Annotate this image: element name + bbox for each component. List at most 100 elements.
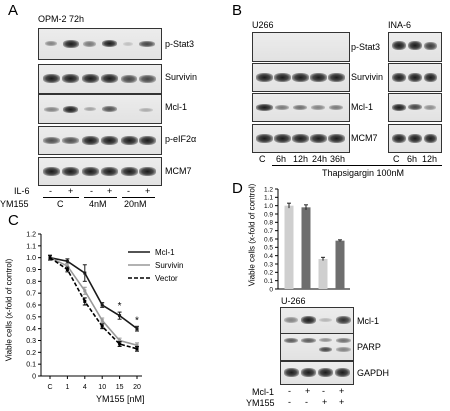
chart-c-point — [83, 299, 87, 303]
panel-b-cell-right: INA-6 — [388, 20, 412, 30]
chart-d-ytick-label: 0.9 — [264, 211, 273, 218]
chart-c-star: * — [135, 315, 139, 326]
label-a-mcl1: Mcl-1 — [165, 102, 187, 112]
group-a-c: C — [57, 199, 64, 209]
label-b-mcm7: MCM7 — [351, 133, 378, 143]
chart-c-ytick-label: 0.7 — [26, 291, 36, 298]
chart-c-point — [135, 343, 139, 347]
chart-c-series-survivin — [49, 256, 138, 347]
sign-d-r2-2: - — [305, 397, 308, 407]
chart-c-ytick-label: 0.9 — [26, 267, 36, 274]
chart-c-point — [48, 256, 52, 260]
label-a-peif2a: p-eIF2α — [165, 134, 197, 144]
chart-c-xtick-label: 4 — [83, 384, 87, 391]
chart-d-ytick-label: 0.8 — [264, 220, 273, 227]
chart-d-bar — [318, 259, 328, 289]
panel-d-cell: U-266 — [281, 296, 306, 306]
lane-b-l4: 24h — [312, 154, 328, 164]
blot-b-pstat3-right — [388, 32, 442, 62]
sign-a-5: - — [127, 186, 130, 196]
chart-d-ytick-label: 0.4 — [264, 253, 273, 260]
chart-d-ytick-label: 0 — [269, 286, 273, 293]
panel-c-letter: C — [8, 212, 19, 229]
chart-c-ytick-label: 0.3 — [26, 338, 36, 345]
chart-c-xtick-label: 20 — [133, 384, 141, 391]
treatment-label: Thapsigargin 100nM — [322, 168, 405, 178]
chart-c-ytick-label: 0.1 — [26, 362, 36, 369]
treatment-line — [272, 165, 442, 166]
sign-a-1: - — [49, 186, 52, 196]
chart-c-point — [135, 327, 139, 331]
label-a-ym155: YM155 — [0, 199, 29, 209]
blot-a-mcl1 — [38, 94, 162, 124]
sign-d-r2-4: + — [339, 397, 345, 407]
panel-b-letter: B — [232, 2, 243, 19]
group-line-4nm — [84, 197, 117, 198]
chart-d-ytick-label: 1.0 — [264, 203, 273, 210]
label-a-mcm7: MCM7 — [165, 166, 192, 176]
panel-a-letter: A — [8, 2, 19, 19]
chart-c-ytick-label: 0.8 — [26, 279, 36, 286]
lane-b-l1: C — [259, 154, 266, 164]
chart-c-series-mcl-1 — [49, 256, 138, 330]
sign-a-3: - — [90, 186, 93, 196]
chart-c-point — [83, 271, 87, 275]
blot-d-parp — [280, 333, 354, 361]
lane-b-l2: 6h — [276, 154, 287, 164]
panel-a-header: OPM-2 72h — [38, 14, 85, 24]
blot-b-mcl1-left — [252, 93, 350, 122]
blot-b-survivin-left — [252, 63, 350, 92]
chart-d-ytick-label: 0.1 — [264, 278, 273, 285]
chart-c-point — [65, 268, 69, 271]
sign-a-4: + — [107, 186, 113, 196]
label-d-parp: PARP — [357, 342, 381, 352]
blot-a-mcm7 — [38, 157, 162, 186]
chart-c-legend-label: Vector — [155, 274, 178, 283]
lane-b-l3: 12h — [293, 154, 309, 164]
chart-c-star: * — [118, 301, 122, 312]
lane-b-r1: C — [393, 154, 400, 164]
chart-c-ytick-label: 0.4 — [26, 326, 36, 333]
label-d-mcl1: Mcl-1 — [357, 316, 379, 326]
label-b-survivin: Survivin — [351, 72, 384, 82]
chart-c-legend-label: Survivin — [155, 261, 183, 270]
chart-c-ytick-label: 0 — [32, 374, 36, 381]
chart-d-ytick-label: 1.1 — [264, 195, 273, 202]
label-a-survivin: Survivin — [165, 72, 198, 82]
lane-b-r3: 12h — [422, 154, 438, 164]
chart-c-xtick-label: C — [47, 384, 52, 391]
chart-c-ytick-label: 0.6 — [26, 303, 36, 310]
blot-d-gapdh — [280, 361, 354, 385]
blot-a-pstat3 — [38, 28, 162, 60]
chart-c-xlabel: YM155 [nM] — [96, 394, 145, 404]
label-a-il6: IL-6 — [14, 186, 30, 196]
panel-b-cell-left: U266 — [252, 20, 274, 30]
group-line-c — [43, 197, 79, 198]
lane-b-l5: 36h — [330, 154, 346, 164]
group-line-20nm — [122, 197, 155, 198]
blot-b-mcl1-right — [388, 93, 442, 122]
blot-d-mcl1 — [280, 307, 354, 334]
group-a-4nm: 4nM — [89, 199, 107, 209]
chart-c-xtick-label: 15 — [116, 384, 124, 391]
sign-a-2: + — [68, 186, 74, 196]
sign-d-r2-3: + — [322, 397, 328, 407]
chart-c-point — [65, 264, 69, 268]
chart-c-legend-label: Mcl-1 — [155, 248, 175, 257]
sign-d-r2-1: - — [288, 397, 291, 407]
chart-d-ytick-label: 0.7 — [264, 228, 273, 235]
chart-c-ytick-label: 1.0 — [26, 255, 36, 262]
chart-d-ytick-label: 1.2 — [264, 186, 273, 193]
chart-c-point — [83, 289, 87, 293]
sign-d-r1-2: + — [305, 386, 311, 396]
chart-c-point — [118, 342, 122, 346]
chart-d-bar — [335, 240, 345, 289]
sign-d-r1-3: - — [322, 386, 325, 396]
sign-d-r1-1: - — [288, 386, 291, 396]
blot-b-mcm7-left — [252, 124, 350, 153]
chart-c-ytick-label: 1.1 — [26, 243, 36, 250]
chart-c-series-vector — [49, 257, 138, 350]
group-a-20nm: 20nM — [124, 199, 147, 209]
chart-c-point — [100, 303, 104, 307]
label-b-pstat3: p-Stat3 — [351, 42, 381, 52]
